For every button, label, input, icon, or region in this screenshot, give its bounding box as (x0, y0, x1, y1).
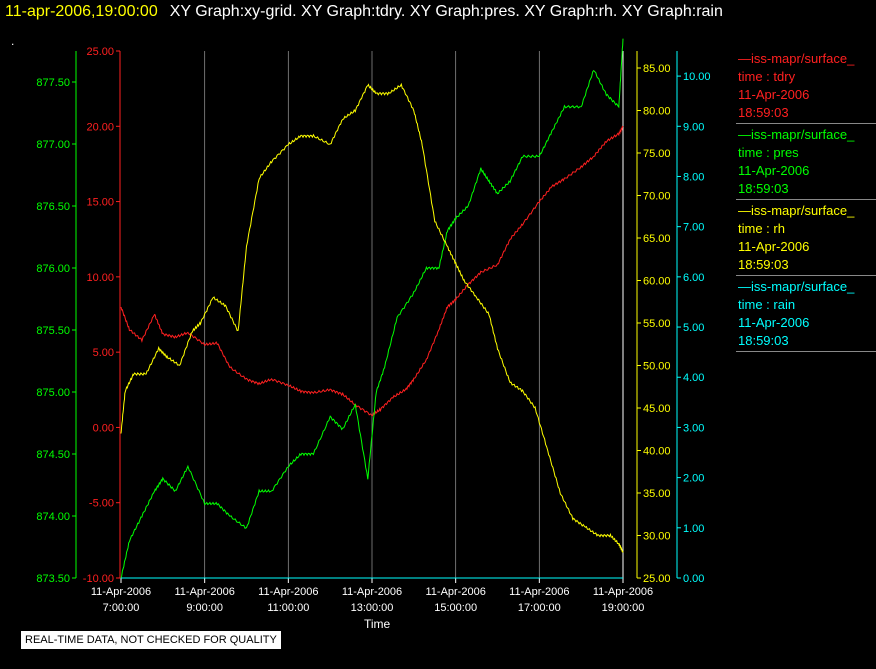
x-tick-label-date: 11-Apr-2006 (91, 586, 151, 598)
x-tick-label-date: 11-Apr-2006 (174, 586, 234, 598)
legend-source: —iss-mapr/surface_ (738, 203, 855, 218)
legend-entry-rh[interactable]: —iss-mapr/surface_ time : rh 11-Apr-2006… (736, 200, 876, 276)
x-tick-label-date: 11-Apr-2006 (425, 586, 485, 598)
y-tick-label-pres: 874.00 (36, 511, 70, 523)
y-tick-label-tdry: 25.00 (86, 46, 114, 58)
y-tick-label-pres: 875.50 (36, 325, 70, 337)
y-tick-label-tdry: -5.00 (89, 498, 114, 510)
y-tick-label-pres: 874.50 (36, 449, 70, 461)
y-tick-label-rain: 6.00 (683, 272, 704, 284)
stray-dot: . (11, 34, 15, 48)
y-tick-label-tdry: 10.00 (86, 272, 114, 284)
y-tick-label-rh: 35.00 (643, 488, 671, 500)
legend-field: time : tdry (738, 69, 796, 84)
y-tick-label-rh: 50.00 (643, 361, 671, 373)
legend-date: 11-Apr-2006 (738, 87, 810, 102)
series-line-pres (120, 38, 624, 579)
x-tick-label-time: 19:00:00 (602, 602, 645, 614)
legend-entry-rain[interactable]: —iss-mapr/surface_ time : rain 11-Apr-20… (736, 276, 876, 352)
y-tick-label-rain: 2.00 (683, 473, 704, 485)
x-tick-label-time: 7:00:00 (103, 602, 140, 614)
y-tick-label-rh: 25.00 (643, 573, 671, 585)
y-tick-label-rain: 8.00 (683, 171, 704, 183)
y-tick-label-pres: 873.50 (36, 573, 70, 585)
x-axis-title: Time (364, 617, 391, 631)
legend-time: 18:59:03 (738, 333, 789, 348)
x-tick-label-time: 9:00:00 (186, 602, 223, 614)
y-tick-label-rh: 45.00 (643, 403, 671, 415)
quality-disclaimer: REAL-TIME DATA, NOT CHECKED FOR QUALITY (21, 631, 281, 649)
y-tick-label-rain: 3.00 (683, 422, 704, 434)
legend-field: time : rh (738, 221, 785, 236)
y-tick-label-pres: 877.50 (36, 77, 70, 89)
legend-entry-tdry[interactable]: —iss-mapr/surface_ time : tdry 11-Apr-20… (736, 48, 876, 124)
legend-time: 18:59:03 (738, 257, 789, 272)
x-tick-label-date: 11-Apr-2006 (342, 586, 402, 598)
legend-field: time : rain (738, 297, 796, 312)
y-tick-label-rh: 30.00 (643, 531, 671, 543)
x-tick-label-date: 11-Apr-2006 (593, 586, 653, 598)
legend-swatch: — (738, 127, 751, 142)
x-tick-label-date: 11-Apr-2006 (509, 586, 569, 598)
legend-time: 18:59:03 (738, 181, 789, 196)
header-graph-list: XY Graph:xy-grid. XY Graph:tdry. XY Grap… (169, 3, 723, 20)
legend-date: 11-Apr-2006 (738, 239, 810, 254)
y-tick-label-rh: 65.00 (643, 233, 671, 245)
y-tick-label-rh: 85.00 (643, 63, 671, 75)
y-tick-label-rain: 7.00 (683, 222, 704, 234)
y-tick-label-pres: 876.00 (36, 263, 70, 275)
y-tick-label-rh: 40.00 (643, 446, 671, 458)
y-tick-label-tdry: 0.00 (93, 422, 114, 434)
y-tick-label-tdry: -10.00 (83, 573, 114, 585)
x-tick-label-time: 13:00:00 (351, 602, 394, 614)
legend-swatch: — (738, 51, 751, 66)
y-tick-label-tdry: 5.00 (93, 347, 114, 359)
legend-field: time : pres (738, 145, 799, 160)
legend-source: —iss-mapr/surface_ (738, 127, 855, 142)
y-tick-label-rain: 1.00 (683, 523, 704, 535)
y-tick-label-rh: 80.00 (643, 106, 671, 118)
y-tick-label-pres: 876.50 (36, 201, 70, 213)
y-tick-label-pres: 875.00 (36, 387, 70, 399)
y-tick-label-tdry: 15.00 (86, 197, 114, 209)
y-tick-label-rain: 5.00 (683, 322, 704, 334)
chart-header: 11-apr-2006,19:00:00 XY Graph:xy-grid. XY… (5, 3, 723, 21)
legend-swatch: — (738, 279, 751, 294)
series-line-tdry (120, 125, 624, 417)
plot-canvas: 11-Apr-2006 7:00:00 11-Apr-2006 9:00:00 11-A… (36, 38, 711, 614)
x-tick-label-time: 17:00:00 (518, 602, 561, 614)
legend-source: —iss-mapr/surface_ (738, 51, 855, 66)
x-tick-label-time: 15:00:00 (434, 602, 477, 614)
y-tick-label-rain: 9.00 (683, 121, 704, 133)
x-tick-label-time: 11:00:00 (267, 602, 309, 614)
y-tick-label-rain: 10.00 (683, 71, 711, 83)
y-tick-label-rain: 4.00 (683, 372, 704, 384)
y-tick-label-rh: 60.00 (643, 276, 671, 288)
legend-entry-pres[interactable]: —iss-mapr/surface_ time : pres 11-Apr-20… (736, 124, 876, 200)
legend-time: 18:59:03 (738, 105, 789, 120)
legend: —iss-mapr/surface_ time : tdry 11-Apr-20… (736, 48, 876, 352)
legend-date: 11-Apr-2006 (738, 163, 810, 178)
legend-date: 11-Apr-2006 (738, 315, 810, 330)
series-line-rh (120, 82, 624, 553)
y-tick-label-rh: 70.00 (643, 191, 671, 203)
y-tick-label-tdry: 20.00 (86, 121, 114, 133)
legend-swatch: — (738, 203, 751, 218)
header-timestamp: 11-apr-2006,19:00:00 (5, 3, 158, 20)
y-tick-label-pres: 877.00 (36, 139, 70, 151)
y-tick-label-rain: 0.00 (683, 573, 704, 585)
legend-source: —iss-mapr/surface_ (738, 279, 855, 294)
y-tick-label-rh: 55.00 (643, 318, 671, 330)
x-tick-label-date: 11-Apr-2006 (258, 586, 318, 598)
y-tick-label-rh: 75.00 (643, 148, 671, 160)
